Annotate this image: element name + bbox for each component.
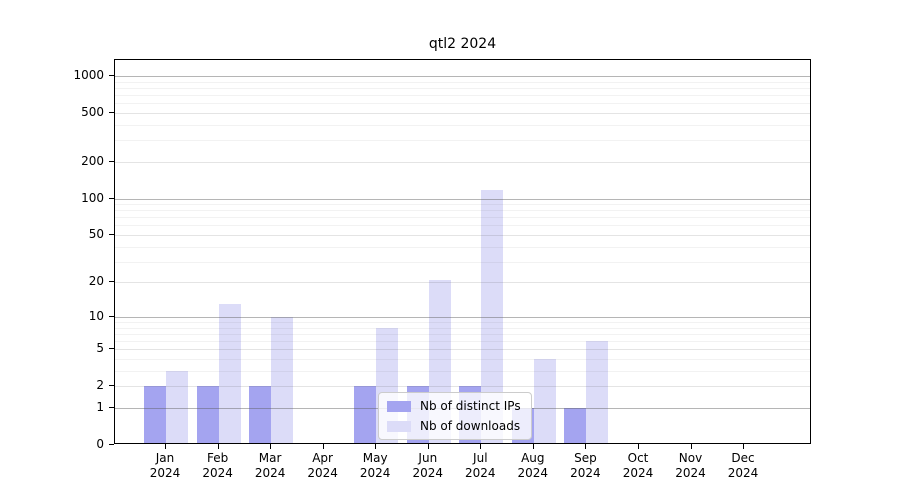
x-tick-mark-jul xyxy=(480,444,482,449)
gridline-70 xyxy=(115,217,810,219)
gridline-20 xyxy=(115,282,810,284)
bar-jul-downloads xyxy=(481,190,504,443)
y-tick-label-2: 2 xyxy=(96,378,104,393)
bar-mar-downloads xyxy=(271,316,294,443)
gridline-300 xyxy=(115,140,810,142)
x-tick-label-jan: Jan 2024 xyxy=(149,451,181,480)
gridline-1000 xyxy=(115,75,810,77)
y-tick-mark-5 xyxy=(109,348,114,350)
bar-sep-downloads xyxy=(586,341,609,443)
gridline-60 xyxy=(115,225,810,227)
gridline-50 xyxy=(115,235,810,236)
y-tick-label-1000: 1000 xyxy=(73,67,104,82)
gridline-2 xyxy=(115,386,810,388)
bar-mar-distinct-ips xyxy=(249,386,272,443)
gridline-6 xyxy=(115,341,810,343)
x-tick-mark-oct xyxy=(638,444,639,449)
x-tick-mark-feb xyxy=(217,444,219,449)
gridline-10 xyxy=(115,316,810,318)
y-tick-mark-10 xyxy=(109,315,114,317)
gridline-40 xyxy=(115,246,810,248)
gridline-90 xyxy=(115,204,810,205)
y-tick-mark-0 xyxy=(109,444,114,445)
x-tick-label-oct: Oct 2024 xyxy=(622,451,654,480)
gridline-600 xyxy=(115,103,810,105)
x-tick-mark-dec xyxy=(743,444,744,449)
bar-aug-downloads xyxy=(533,359,556,443)
x-tick-label-apr: Apr 2024 xyxy=(307,451,338,480)
y-tick-mark-20 xyxy=(109,281,114,283)
gridline-5 xyxy=(115,349,810,351)
y-tick-mark-1000 xyxy=(109,74,114,76)
x-tick-label-nov: Nov 2024 xyxy=(675,451,706,480)
x-tick-label-aug: Aug 2024 xyxy=(517,451,549,480)
x-tick-mark-jun xyxy=(427,444,429,449)
y-tick-label-200: 200 xyxy=(81,153,104,168)
y-tick-label-50: 50 xyxy=(88,227,104,241)
legend-row-distinct-ips: Nb of distinct IPs xyxy=(387,399,521,413)
gridline-30 xyxy=(115,261,810,263)
bar-jan-distinct-ips xyxy=(144,386,166,443)
downloads-swatch-icon xyxy=(387,420,411,432)
x-tick-mark-sep xyxy=(585,444,587,449)
legend: Nb of distinct IPs Nb of downloads xyxy=(378,392,532,440)
y-tick-label-100: 100 xyxy=(81,190,104,205)
x-tick-label-jun: Jun 2024 xyxy=(412,451,444,480)
gridline-3 xyxy=(115,370,810,372)
x-tick-label-feb: Feb 2024 xyxy=(202,451,233,480)
gridline-900 xyxy=(115,81,810,83)
bar-sep-distinct-ips xyxy=(564,408,587,443)
x-tick-mark-nov xyxy=(690,444,692,449)
x-tick-mark-jan xyxy=(165,444,166,449)
x-tick-label-may: May 2024 xyxy=(359,451,391,480)
x-tick-mark-may xyxy=(375,444,377,449)
y-tick-mark-1 xyxy=(109,407,114,408)
y-tick-label-20: 20 xyxy=(88,274,104,289)
gridline-8 xyxy=(115,327,810,329)
y-tick-mark-50 xyxy=(109,234,114,235)
plot-area: Nb of distinct IPs Nb of downloads xyxy=(114,59,811,444)
y-tick-mark-500 xyxy=(109,111,114,113)
y-tick-mark-200 xyxy=(109,160,114,162)
x-tick-mark-aug xyxy=(532,444,534,449)
gridline-80 xyxy=(115,210,810,212)
gridline-700 xyxy=(115,95,810,96)
bar-jan-downloads xyxy=(166,370,188,443)
x-tick-label-jul: Jul 2024 xyxy=(465,451,496,480)
x-tick-mark-mar xyxy=(270,444,272,449)
gridline-500 xyxy=(115,112,810,114)
bar-feb-distinct-ips xyxy=(196,386,219,443)
y-tick-label-0: 0 xyxy=(96,437,104,451)
gridline-9 xyxy=(115,322,810,323)
distinct-ips-swatch-icon xyxy=(387,400,411,412)
x-tick-label-mar: Mar 2024 xyxy=(254,451,286,480)
y-tick-label-1: 1 xyxy=(96,400,104,414)
gridline-100 xyxy=(115,198,810,200)
gridline-7 xyxy=(115,333,810,335)
gridline-400 xyxy=(115,124,810,126)
bar-feb-downloads xyxy=(218,304,241,443)
y-tick-mark-100 xyxy=(109,197,114,199)
chart-title: qtl2 2024 xyxy=(428,36,497,52)
gridline-800 xyxy=(115,87,810,89)
x-tick-mark-apr xyxy=(322,444,324,449)
y-tick-label-500: 500 xyxy=(81,104,104,119)
legend-label-downloads: Nb of downloads xyxy=(420,419,521,433)
gridline-4 xyxy=(115,359,810,360)
legend-row-downloads: Nb of downloads xyxy=(387,419,521,433)
bar-may-distinct-ips xyxy=(354,386,377,443)
legend-label-distinct-ips: Nb of distinct IPs xyxy=(420,399,521,413)
gridline-200 xyxy=(115,161,810,163)
x-tick-label-dec: Dec 2024 xyxy=(727,451,759,480)
x-tick-label-sep: Sep 2024 xyxy=(570,451,601,480)
y-tick-mark-2 xyxy=(109,385,114,387)
y-tick-label-5: 5 xyxy=(96,341,104,356)
y-tick-label-10: 10 xyxy=(88,308,104,323)
